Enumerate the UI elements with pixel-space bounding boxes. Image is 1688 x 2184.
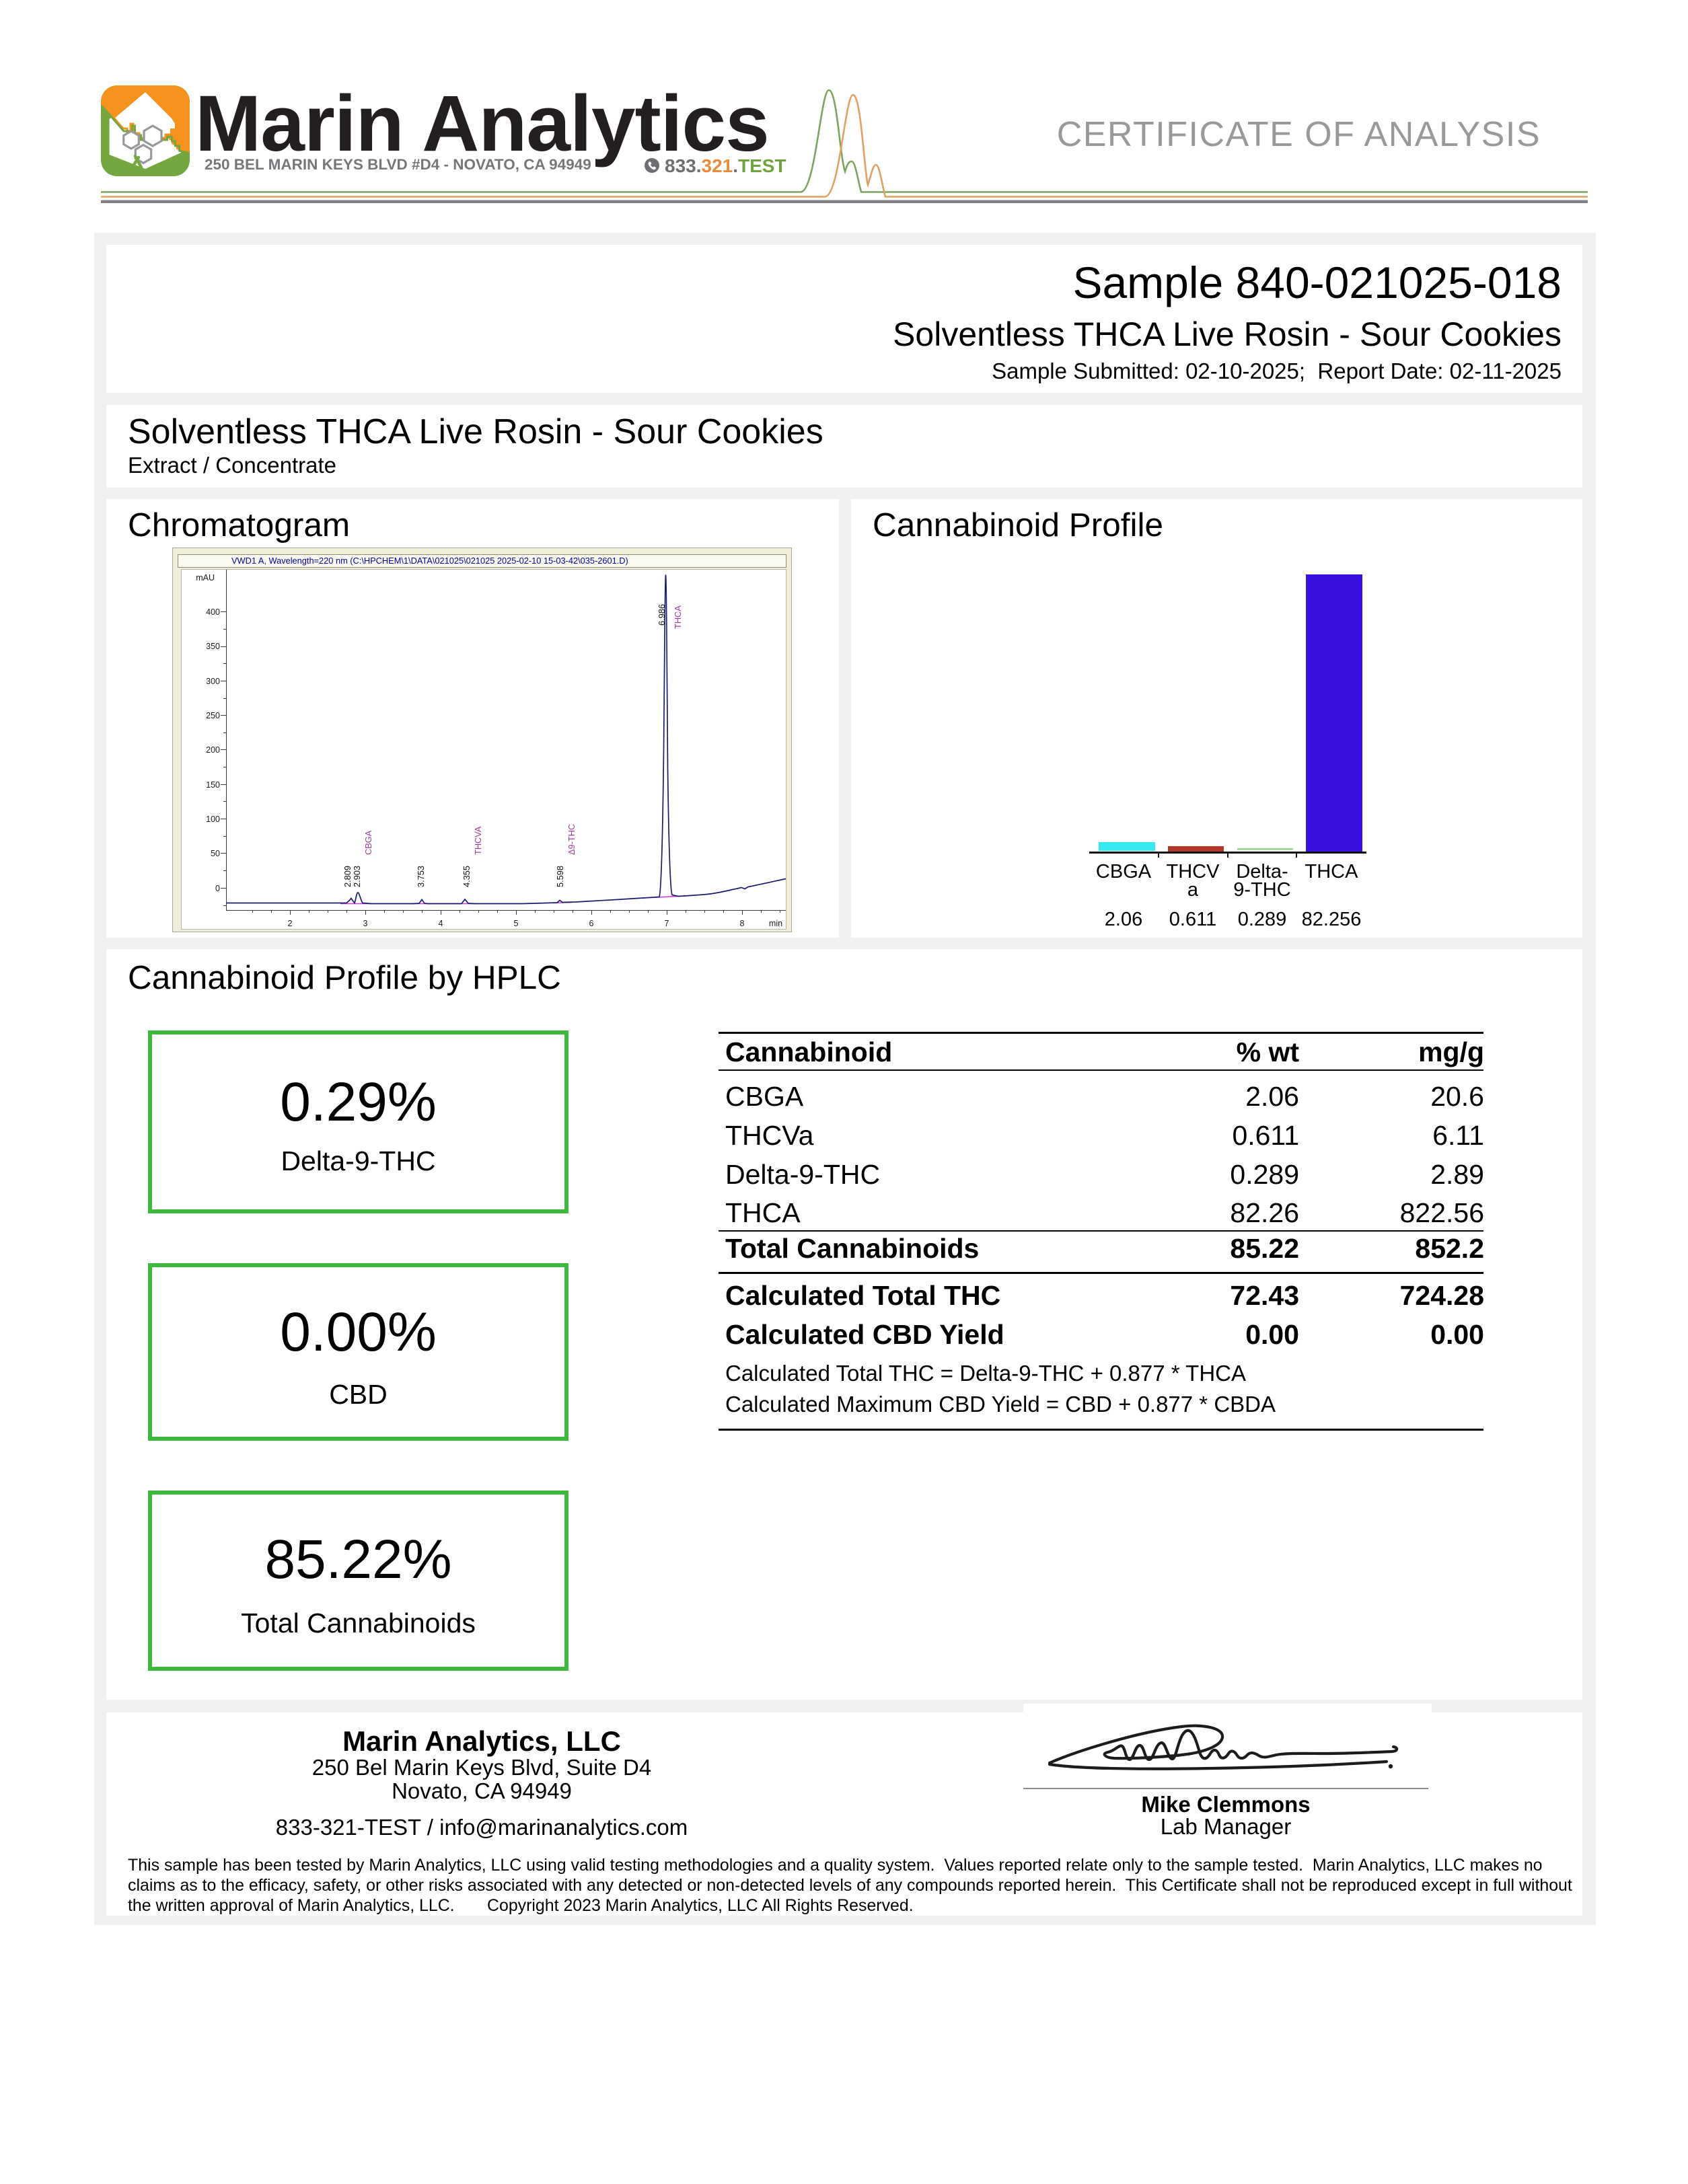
svg-text:0: 0 <box>215 884 220 893</box>
svg-text:400: 400 <box>206 607 220 617</box>
svg-text:THCVA: THCVA <box>473 826 483 855</box>
svg-text:6: 6 <box>589 919 594 928</box>
svg-text:3.753: 3.753 <box>416 866 426 887</box>
svg-text:Δ9-THC: Δ9-THC <box>566 824 577 855</box>
svg-text:THCA: THCA <box>673 605 683 629</box>
svg-text:250: 250 <box>206 711 220 720</box>
svg-text:7: 7 <box>665 919 669 928</box>
svg-text:2.809: 2.809 <box>342 866 353 887</box>
svg-text:2: 2 <box>288 919 293 928</box>
svg-text:100: 100 <box>206 815 220 824</box>
svg-text:3: 3 <box>363 919 368 928</box>
svg-text:mAU: mAU <box>196 573 215 582</box>
svg-text:4.355: 4.355 <box>462 866 472 887</box>
svg-text:350: 350 <box>206 642 220 651</box>
svg-text:50: 50 <box>211 849 220 858</box>
svg-text:150: 150 <box>206 780 220 790</box>
svg-text:4: 4 <box>439 919 443 928</box>
svg-text:VWD1 A, Wavelength=220 nm (C:\: VWD1 A, Wavelength=220 nm (C:\HPCHEM\1\D… <box>231 556 628 566</box>
svg-text:5: 5 <box>514 919 519 928</box>
svg-text:8: 8 <box>740 919 745 928</box>
svg-text:300: 300 <box>206 677 220 686</box>
svg-text:min: min <box>769 919 782 928</box>
svg-text:200: 200 <box>206 745 220 755</box>
svg-text:CBGA: CBGA <box>363 830 373 855</box>
svg-text:6.986: 6.986 <box>657 604 667 626</box>
svg-text:2.903: 2.903 <box>352 866 362 887</box>
svg-text:5.598: 5.598 <box>555 866 565 887</box>
